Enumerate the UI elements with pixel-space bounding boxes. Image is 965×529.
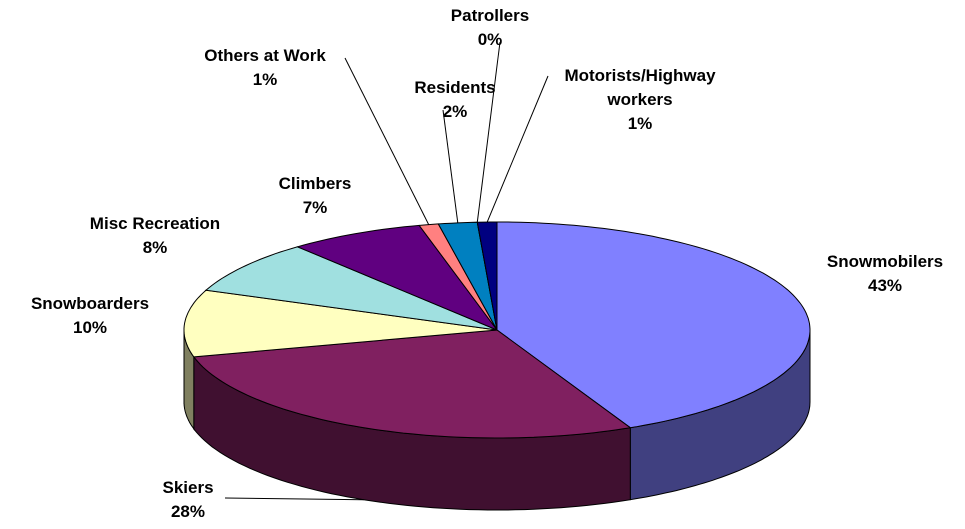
slice-label: Motorists/Highway workers 1% xyxy=(545,64,735,136)
category-label: Misc Recreation xyxy=(89,214,221,233)
category-label: Others at Work xyxy=(204,46,326,65)
slice-label: Snowmobilers 43% xyxy=(827,250,943,298)
value-label: 1% xyxy=(627,114,653,133)
category-label: Motorists/Highway workers xyxy=(564,66,716,109)
leader-line xyxy=(344,57,430,225)
category-label: Snowboarders xyxy=(30,294,150,313)
category-label: Residents xyxy=(414,78,496,97)
value-label: 10% xyxy=(72,318,108,337)
slice xyxy=(295,224,499,332)
slice-label: Patrollers 0% xyxy=(451,4,529,52)
slice xyxy=(204,246,498,331)
slice-label: Misc Recreation 8% xyxy=(90,212,220,260)
slice xyxy=(183,289,498,358)
category-label: Skiers xyxy=(162,478,214,497)
value-label: 2% xyxy=(442,102,468,121)
leader-line xyxy=(224,497,364,501)
slice xyxy=(192,329,632,439)
value-label: 0% xyxy=(477,30,503,49)
slice xyxy=(496,221,811,429)
slice-label: Others at Work 1% xyxy=(204,44,326,92)
slice-label: Residents 2% xyxy=(414,76,495,124)
slice-label: Snowboarders 10% xyxy=(31,292,149,340)
value-label: 28% xyxy=(170,502,206,521)
slice-label: Skiers 28% xyxy=(162,476,213,524)
category-label: Snowmobilers xyxy=(826,252,944,271)
value-label: 8% xyxy=(142,238,168,257)
leader-line xyxy=(442,109,459,223)
category-label: Climbers xyxy=(278,174,352,193)
leader-line xyxy=(476,41,501,223)
category-label: Patrollers xyxy=(450,6,530,25)
value-label: 43% xyxy=(867,276,903,295)
value-label: 1% xyxy=(252,70,278,89)
slice-label: Climbers 7% xyxy=(279,172,352,220)
value-label: 7% xyxy=(302,198,328,217)
leader-line xyxy=(486,75,549,223)
